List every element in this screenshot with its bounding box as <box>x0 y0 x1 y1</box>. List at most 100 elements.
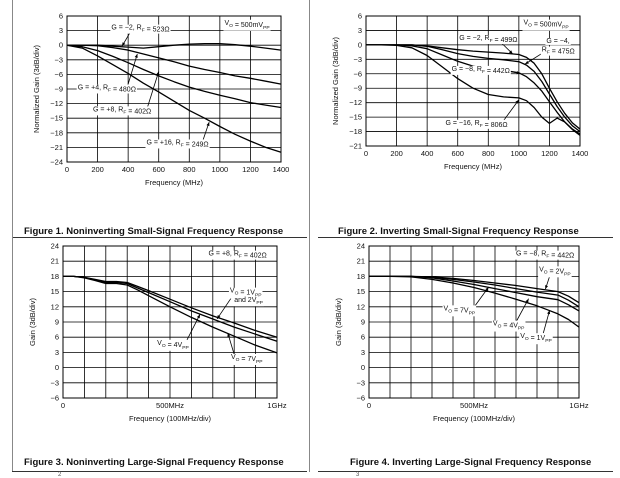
fig4-y-axis-label: Gain (3dB/div) <box>334 298 343 346</box>
fig4-x-tick-label: 1GHz <box>569 401 588 410</box>
fig1-annotation-arrowhead <box>134 54 138 58</box>
fig2-x-tick-label: 1200 <box>541 149 558 158</box>
fig4-annotation-arrow <box>474 286 490 307</box>
fig2-annotation-arrowhead <box>509 50 513 54</box>
fig4-y-tick-label: 18 <box>357 272 365 281</box>
figure-3-chart: 0 500MHz 1GHz 24 21 18 15 12 9 6 3 0 −3 −6 Frequency (… <box>28 242 287 424</box>
bottom-left-divider <box>12 471 307 472</box>
fig3-annotation-arrow <box>185 314 201 342</box>
fig2-y-tick-label: −3 <box>353 55 362 64</box>
fig2-annotation-arrowhead <box>525 60 529 65</box>
fig4-y-tick-label: 6 <box>361 333 365 342</box>
fig1-y-tick-label: −6 <box>54 70 63 79</box>
fig4-annotation-backing <box>515 250 576 260</box>
fig1-y-tick-label: −15 <box>50 114 63 123</box>
fig2-annotation-arrowhead <box>516 71 521 75</box>
figure-1-panel: 0 200 400 600 800 1000 1200 1400 6 3 0 −3 −6 −9 −12 −15… <box>0 0 310 240</box>
fig3-y-tick-label: 9 <box>55 318 59 327</box>
fig1-annotation-label: G = +16, RF = 249Ω <box>146 139 208 148</box>
fig4-annotation-label: VO = 1VPP <box>520 333 552 344</box>
fig1-annotation-label: G = +8, RF = 402Ω <box>93 106 151 115</box>
fig2-x-tick-label: 800 <box>482 149 495 158</box>
fig3-annotation-arrowhead <box>196 314 200 319</box>
fig4-y-tick-label: −3 <box>356 378 365 387</box>
fig1-x-tick-label: 1200 <box>242 165 259 174</box>
fig2-annotation-backing <box>540 46 576 56</box>
fig3-y-tick-label: 21 <box>51 257 59 266</box>
figure-1-chart: 0 200 400 600 800 1000 1200 1400 6 3 0 −3 −6 −9 −12 −15… <box>32 12 289 188</box>
fig3-annotation-backing <box>233 297 264 307</box>
fig1-series-line-1 <box>67 43 282 51</box>
fig4-annotation-backing <box>442 305 477 317</box>
fig2-annotation-label: G = −2, RF = 499Ω <box>459 35 517 44</box>
fig3-plot-area: 0 500MHz 1GHz 24 21 18 15 12 9 6 3 0 −3 −6 Frequency (… <box>28 242 287 424</box>
fig1-annotation-arrow <box>146 71 160 111</box>
fig4-annotation-backing <box>519 333 553 345</box>
fig4-annotation-arrowhead <box>485 287 489 291</box>
fig3-annotation-arrowhead <box>217 315 221 319</box>
figure-2-chart: 0 200 400 600 800 1000 1200 1400 6 3 0 −3 −6 −9 −12 −15… <box>331 12 589 172</box>
fig2-series-line-2 <box>366 44 581 133</box>
fig1-y-axis-label: Normalized Gain (3dB/div) <box>32 45 41 133</box>
fig1-x-tick-label: 600 <box>152 165 165 174</box>
fig3-annotation-label: VO = 4VPP <box>157 340 189 351</box>
top-left-divider <box>12 237 307 238</box>
fig4-annotation-arrowhead <box>547 310 551 315</box>
fig2-annotation-label: RF = 475Ω <box>542 47 575 56</box>
figure-4-caption: Figure 4. Inverting Large-Signal Frequen… <box>350 457 592 468</box>
fig3-annotation-backing <box>207 250 268 260</box>
fig4-annotation-backing <box>538 266 572 278</box>
fig2-y-tick-label: −18 <box>349 127 362 136</box>
fig2-annotation-label: G = −16, RF = 806Ω <box>445 120 507 129</box>
fig4-y-tick-label: 12 <box>357 302 365 311</box>
fig1-annotation-backing <box>76 84 137 94</box>
fig4-annotation-backing <box>491 320 526 332</box>
fig2-x-tick-label: 400 <box>421 149 434 158</box>
fig1-x-tick-label: 1400 <box>273 165 290 174</box>
footer-page-number-left: 2 <box>58 472 62 478</box>
fig1-annotation-backing <box>91 106 153 116</box>
fig3-x-tick-label: 1GHz <box>267 401 286 410</box>
fig2-annotation-backing <box>450 65 511 75</box>
figure-2-panel: 0 200 400 600 800 1000 1200 1400 6 3 0 −3 −6 −9 −12 −15… <box>310 0 620 240</box>
fig4-series-line-4 <box>369 275 580 308</box>
fig4-annotation-label: G = −8, RF = 442Ω <box>516 251 574 260</box>
top-right-divider <box>318 237 613 238</box>
fig1-x-tick-label: 400 <box>122 165 135 174</box>
fig4-annotation-label: VO = 4VPP <box>493 321 525 332</box>
fig3-y-tick-label: 6 <box>55 333 59 342</box>
fig2-annotation-label: G = −8, RF = 442Ω <box>452 66 510 75</box>
fig3-annotation-arrowhead <box>227 333 231 338</box>
fig1-annotation-backing <box>110 24 171 34</box>
fig2-y-tick-label: −6 <box>353 69 362 78</box>
fig2-x-tick-label: 1400 <box>572 149 589 158</box>
fig1-y-tick-label: −12 <box>50 99 63 108</box>
fig4-x-tick-label: 500MHz <box>460 401 488 410</box>
bottom-right-divider <box>318 471 613 472</box>
fig1-y-tick-label: −9 <box>54 85 63 94</box>
fig2-annotation-label: G = −4, <box>546 38 569 45</box>
fig3-annotation-backing <box>229 353 264 365</box>
fig1-plot-area: 0 200 400 600 800 1000 1200 1400 6 3 0 −3 −6 −9 −12 −15… <box>32 12 289 188</box>
fig3-annotation-arrow <box>216 296 233 320</box>
fig3-y-tick-label: −3 <box>50 378 59 387</box>
fig2-x-tick-label: 1000 <box>511 149 528 158</box>
fig1-x-tick-label: 1000 <box>212 165 229 174</box>
fig4-y-tick-label: 15 <box>357 287 365 296</box>
fig2-x-tick-label: 200 <box>390 149 403 158</box>
fig3-x-tick-label: 0 <box>61 401 65 410</box>
fig2-annotation-label: VO = 500mVPP <box>523 20 568 31</box>
fig2-annotation-backing <box>545 37 571 45</box>
fig2-annotation-arrowhead <box>515 99 519 104</box>
fig4-y-tick-label: 0 <box>361 363 365 372</box>
fig3-y-tick-label: 0 <box>55 363 59 372</box>
fig2-series-line-4 <box>366 44 581 136</box>
fig1-x-tick-label: 200 <box>91 165 104 174</box>
fig2-x-tick-label: 0 <box>364 149 368 158</box>
figure-4-chart: 0 500MHz 1GHz 24 21 18 15 12 9 6 3 0 −3 −6 Frequency (… <box>334 242 589 424</box>
fig4-annotation-label: VO = 2VPP <box>539 266 571 277</box>
footer-page-number-right: 3 <box>356 472 360 478</box>
fig4-annotation-arrow <box>515 298 529 323</box>
fig2-y-tick-label: −9 <box>353 84 362 93</box>
fig1-series-line-3 <box>66 44 282 109</box>
